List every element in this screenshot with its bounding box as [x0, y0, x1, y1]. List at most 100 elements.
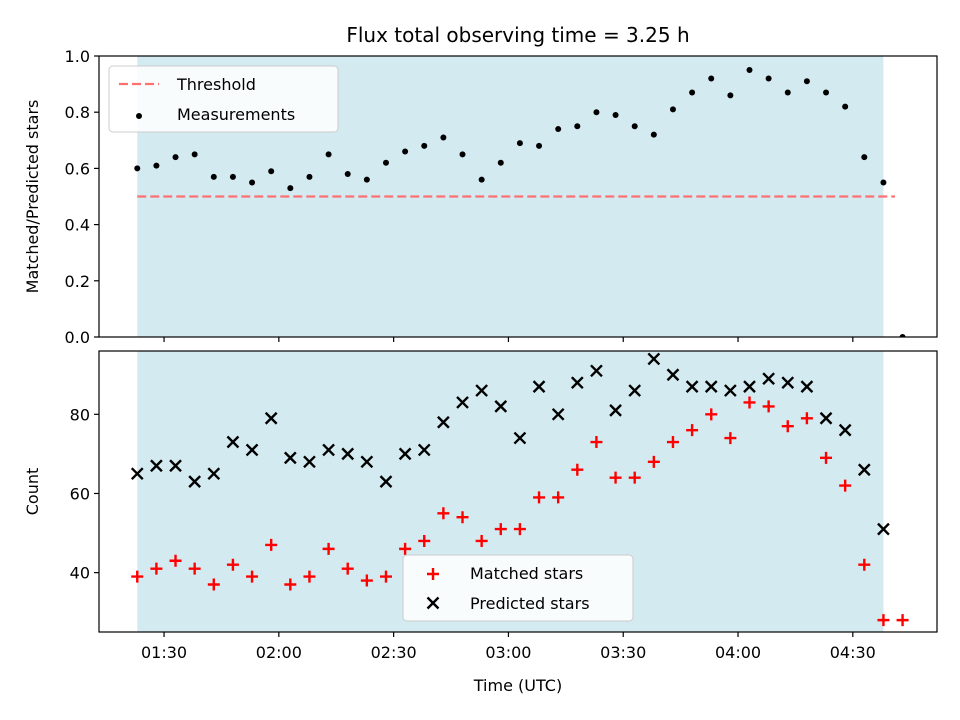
series-matched-stars — [131, 396, 909, 627]
legend-box — [402, 554, 634, 622]
y-tick-label: 40 — [70, 564, 90, 583]
data-point — [857, 463, 871, 477]
data-point — [360, 455, 374, 469]
data-point — [322, 443, 335, 457]
data-point — [459, 151, 466, 158]
data-point — [188, 562, 201, 575]
data-point — [628, 471, 641, 484]
data-point — [169, 459, 182, 473]
data-point — [150, 562, 163, 575]
legend-threshold-label: Threshold — [176, 75, 256, 94]
data-point — [590, 364, 603, 378]
data-point — [284, 578, 297, 591]
data-point — [689, 89, 696, 96]
y-tick-label: 0.0 — [65, 328, 90, 347]
data-point — [475, 384, 488, 397]
data-point — [743, 380, 756, 393]
data-point — [532, 380, 546, 393]
data-point — [341, 562, 354, 575]
data-point — [283, 451, 297, 465]
data-point — [229, 173, 236, 180]
data-point — [838, 423, 852, 437]
data-point — [628, 384, 642, 397]
legend-measurements-swatch — [136, 113, 142, 119]
data-point — [746, 67, 753, 74]
data-point — [344, 171, 351, 178]
data-point — [341, 447, 355, 461]
data-point — [647, 455, 660, 468]
data-point — [839, 479, 852, 492]
x-tick-label: 01:30 — [141, 643, 187, 662]
data-point — [399, 542, 412, 555]
data-point — [609, 404, 622, 417]
data-point — [402, 148, 409, 155]
data-point — [131, 570, 144, 583]
data-point — [421, 142, 428, 149]
data-point — [724, 384, 737, 397]
data-point — [609, 471, 622, 484]
x-tick-label: 02:00 — [256, 643, 302, 662]
data-point — [708, 75, 715, 82]
data-point — [552, 491, 565, 504]
x-tick-label: 04:00 — [715, 643, 761, 662]
data-point — [516, 140, 523, 147]
data-point — [858, 558, 871, 571]
data-point — [571, 463, 584, 476]
data-point — [513, 523, 526, 536]
legend-measurements-label: Measurements — [177, 105, 295, 124]
data-point — [440, 134, 447, 141]
data-point — [612, 112, 619, 119]
data-point — [475, 534, 488, 547]
y-tick-label: 1.0 — [65, 47, 90, 66]
data-point — [669, 106, 676, 113]
legend: Threshold Measurements — [108, 65, 339, 133]
legend-matched-swatch — [427, 568, 439, 580]
data-point — [880, 179, 887, 186]
x-tick-label: 02:30 — [371, 643, 417, 662]
data-point — [724, 432, 737, 445]
data-point — [899, 334, 906, 337]
data-point — [264, 411, 278, 425]
y-tick-label: 0.8 — [65, 103, 90, 122]
data-point — [456, 511, 469, 524]
data-point — [207, 578, 220, 591]
data-point — [207, 467, 221, 481]
data-point — [743, 396, 756, 409]
x-axis-label: Time (UTC) — [473, 676, 562, 695]
data-point — [130, 467, 144, 481]
data-point — [536, 142, 543, 149]
data-point — [150, 459, 163, 473]
data-point — [245, 443, 259, 457]
data-point — [784, 89, 791, 96]
data-point — [762, 372, 775, 386]
y-tick-label: 0.6 — [65, 159, 90, 178]
data-point — [727, 92, 734, 99]
legend-predicted-label: Predicted stars — [470, 594, 590, 613]
data-point — [494, 523, 507, 536]
data-point — [666, 436, 679, 449]
data-point — [513, 431, 527, 445]
data-point — [268, 168, 275, 175]
data-point — [437, 415, 450, 429]
data-point — [497, 159, 504, 166]
data-point — [820, 451, 833, 464]
data-point — [574, 123, 581, 130]
data-point — [647, 352, 661, 366]
data-point — [781, 420, 794, 433]
data-point — [188, 475, 202, 488]
data-point — [533, 491, 546, 504]
data-point — [823, 89, 830, 96]
data-point — [781, 376, 795, 390]
data-point — [555, 126, 562, 133]
data-point — [762, 400, 775, 413]
data-point — [191, 151, 198, 158]
data-point — [631, 123, 638, 130]
y-tick-label: 60 — [70, 484, 90, 503]
data-point — [877, 614, 890, 627]
y-tick-label: 80 — [70, 405, 90, 424]
data-point — [877, 522, 890, 536]
data-point — [800, 380, 814, 393]
data-point — [306, 173, 313, 180]
data-point — [704, 380, 718, 393]
y-axis-label: Matched/Predicted stars — [23, 100, 42, 294]
